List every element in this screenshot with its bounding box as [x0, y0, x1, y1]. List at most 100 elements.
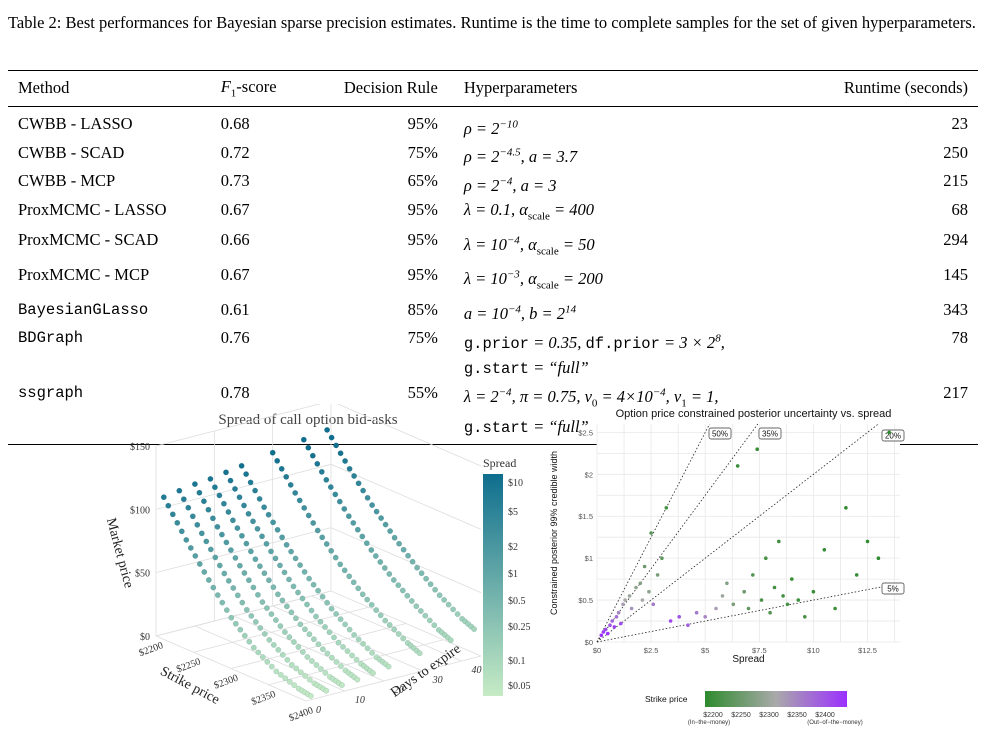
data-point [409, 558, 416, 565]
data-point [273, 668, 280, 675]
data-point [292, 615, 299, 622]
method-cell: CWBB - MCP [18, 171, 116, 191]
x-tick-label: $12.5 [858, 646, 877, 655]
data-point [314, 527, 321, 534]
method-cell: ssgraph [18, 383, 84, 402]
data-point [619, 621, 623, 626]
data-point [192, 552, 199, 559]
data-point [277, 671, 284, 678]
decision-cell: 95% [407, 230, 438, 250]
data-point [241, 632, 248, 639]
data-point [283, 603, 290, 610]
f1-cell: 0.67 [220, 199, 250, 219]
data-point [274, 591, 281, 598]
data-point [450, 606, 456, 613]
data-point [266, 636, 273, 643]
data-point [378, 515, 384, 522]
data-point [232, 486, 238, 492]
data-point [254, 525, 261, 532]
data-point [354, 526, 361, 533]
data-point [225, 509, 232, 515]
data-point [703, 615, 707, 619]
data-point [445, 601, 452, 608]
data-point [725, 581, 729, 586]
data-point [822, 548, 827, 552]
data-point [432, 586, 438, 593]
y-tick-label: $100 [130, 505, 150, 516]
data-point [293, 665, 300, 672]
x-tick-label: $2300 [213, 673, 240, 692]
data-point [286, 576, 292, 583]
x-tick-label: $0 [593, 646, 601, 655]
data-point [427, 581, 434, 588]
data-point [381, 565, 388, 571]
data-point [346, 465, 353, 472]
data-point [431, 622, 438, 629]
data-point [382, 617, 389, 624]
table-row: ssgraph 0.78 55% λ = 2−4, π = 0.75, v0 = 4×… [8, 381, 978, 445]
data-point [241, 570, 248, 576]
x-tick-label: $2.5 [644, 646, 659, 655]
x-tick-label: $2350 [250, 689, 277, 708]
data-point [176, 487, 183, 494]
data-points [160, 426, 477, 699]
data-point [203, 538, 210, 545]
decision-cell: 75% [407, 328, 438, 348]
data-point [336, 498, 343, 505]
data-point [304, 601, 310, 608]
data-point [686, 623, 690, 627]
data-point [194, 521, 201, 528]
data-point [364, 596, 371, 603]
data-point [270, 519, 277, 526]
data-point [327, 484, 334, 491]
data-point [245, 510, 252, 517]
y-axis-label: Market price [103, 516, 136, 589]
data-point [390, 577, 397, 583]
data-point [313, 613, 319, 620]
reference-label: 20% [885, 432, 901, 441]
data-point [865, 539, 870, 544]
data-point [221, 570, 228, 577]
chart-title: Option price constrained posterior uncer… [616, 408, 892, 420]
data-point [250, 584, 257, 591]
data-point [755, 447, 759, 451]
data-point [324, 426, 331, 433]
data-point [337, 450, 344, 457]
data-point [310, 581, 317, 588]
data-point [174, 519, 181, 526]
data-point [223, 469, 229, 476]
data-point [205, 577, 212, 583]
data-point [342, 621, 349, 628]
data-point [364, 645, 371, 652]
data-point [236, 562, 243, 569]
data-point [284, 656, 291, 663]
data-point [360, 640, 366, 647]
f1-cell: 0.72 [220, 142, 250, 162]
results-table: Method F1-score Decision Rule Hyperparam… [8, 70, 978, 445]
data-point [416, 650, 423, 657]
grid-line [305, 655, 482, 702]
data-point [180, 496, 187, 503]
data-point [642, 564, 647, 569]
data-point [614, 615, 619, 619]
table-row: CWBB - SCAD 0.72 75% ρ = 2−4.5, a = 3.7 250 [8, 141, 978, 170]
data-point [257, 624, 264, 631]
data-point [296, 497, 303, 504]
data-point [651, 602, 656, 607]
legend-tick-label: $2 [508, 542, 518, 553]
table-row: ProxMCMC - MCP 0.67 95% λ = 10−3, αscale = … [8, 263, 978, 298]
data-point [207, 476, 214, 482]
data-point [811, 589, 816, 594]
data-point [426, 617, 433, 624]
data-point [373, 607, 380, 614]
reference-label-box [881, 582, 905, 595]
data-point [742, 589, 746, 594]
legend-tick-label: $0.1 [508, 656, 526, 667]
data-point [350, 579, 357, 586]
data-point [223, 607, 230, 614]
data-point [295, 644, 302, 650]
data-point [627, 594, 632, 598]
data-point [292, 490, 299, 496]
data-point [612, 625, 617, 629]
data-point [396, 540, 402, 547]
